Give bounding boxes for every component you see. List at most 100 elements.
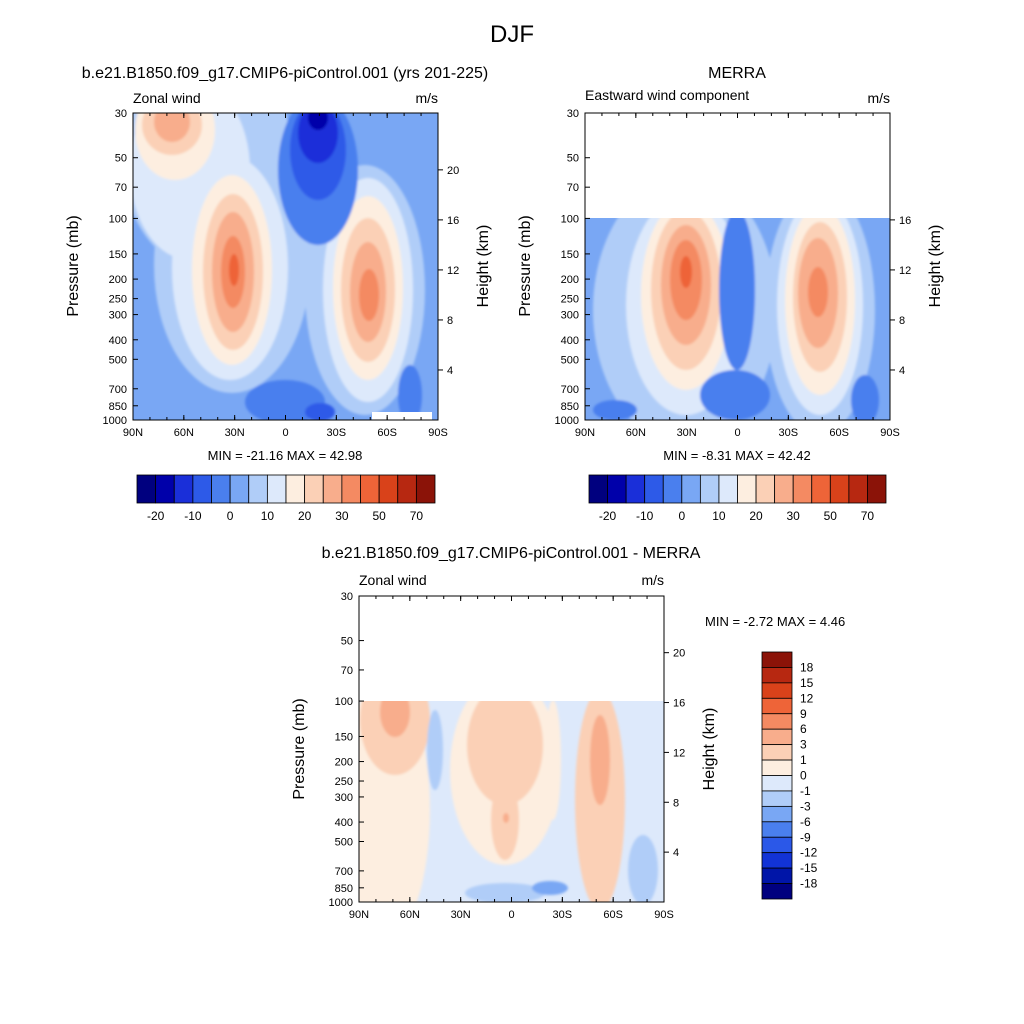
colorbar-swatch — [761, 728, 793, 746]
colorbar-swatch — [229, 474, 250, 504]
colorbar-label: 10 — [712, 509, 726, 523]
panel-diff-height-label: Height (km) — [701, 708, 718, 791]
colorbar-label: -20 — [599, 509, 617, 523]
colorbar-swatch — [718, 474, 738, 504]
field-contour — [503, 813, 509, 823]
colorbar-swatch — [761, 805, 793, 823]
height-tick-label: 4 — [673, 847, 679, 859]
panel-model-axes: 90N 60N 30N 0 30S 60S 90S 30 50 70 100 150 200 250 300… — [103, 108, 460, 439]
colorbar-swatch — [415, 474, 436, 504]
panel-obs-axes: 90N 60N 30N 0 30S 60S 90S 30 50 70 100 150 200 250 300… — [555, 108, 912, 439]
field-contour — [398, 365, 422, 420]
field-contour — [700, 370, 770, 420]
colorbar-label: 15 — [800, 676, 814, 690]
x-tick-label: 90S — [654, 909, 674, 921]
height-tick-label: 12 — [673, 747, 685, 759]
colorbar-swatch — [322, 474, 343, 504]
colorbar-label: -10 — [636, 509, 654, 523]
y-tick-label: 100 — [335, 696, 353, 708]
y-tick-label: 150 — [561, 249, 579, 261]
panel-obs-colorbar: -20 -10 0 10 20 30 50 70 — [588, 474, 887, 523]
colorbar-swatch — [304, 474, 324, 504]
colorbar-label: 30 — [787, 509, 801, 523]
colorbar-swatch — [774, 474, 794, 504]
colorbar-label: 18 — [800, 660, 814, 674]
y-tick-label: 500 — [335, 837, 353, 849]
y-tick-label: 70 — [567, 182, 579, 194]
panel-obs-y-label: Pressure (mb) — [517, 215, 534, 316]
y-tick-label: 30 — [115, 108, 127, 120]
panel-model: b.e21.B1850.f09_g17.CMIP6-piControl.001 … — [65, 65, 492, 523]
height-tick-label: 16 — [673, 698, 685, 710]
y-tick-label: 1000 — [329, 897, 353, 909]
field-contour — [628, 835, 658, 902]
colorbar-swatch — [248, 474, 268, 504]
colorbar-swatch — [397, 474, 417, 504]
colorbar-swatch — [867, 474, 887, 504]
colorbar-label: -1 — [800, 784, 811, 798]
panel-diff-title: b.e21.B1850.f09_g17.CMIP6-piControl.001 … — [322, 545, 701, 562]
height-tick-label: 20 — [673, 648, 685, 660]
panel-diff-stats: MIN = -2.72 MAX = 4.46 — [705, 614, 845, 629]
colorbar-swatch — [360, 474, 380, 504]
x-tick-label: 0 — [734, 427, 740, 439]
field-contour — [593, 400, 637, 420]
panel-obs-field — [585, 113, 890, 420]
x-tick-label: 0 — [282, 427, 288, 439]
colorbar-swatch — [761, 836, 793, 854]
y-tick-label: 250 — [335, 776, 353, 788]
x-tick-label: 30S — [779, 427, 799, 439]
field-contour — [427, 710, 443, 790]
x-tick-label: 90N — [349, 909, 369, 921]
height-tick-label: 8 — [447, 315, 453, 327]
colorbar-swatch — [761, 790, 793, 807]
panel-diff-y-label: Pressure (mb) — [291, 698, 308, 799]
field-contour — [308, 113, 328, 130]
height-tick-label: 12 — [447, 265, 459, 277]
colorbar-label: 12 — [800, 691, 814, 705]
field-contour — [808, 267, 828, 317]
x-tick-label: 30N — [451, 909, 471, 921]
panel-model-units-label: m/s — [415, 90, 438, 106]
y-tick-label: 30 — [341, 591, 353, 603]
y-tick-label: 300 — [561, 310, 579, 322]
height-tick-label: 8 — [899, 315, 905, 327]
colorbar-swatch — [755, 474, 776, 504]
colorbar-swatch — [811, 474, 831, 504]
field-contour — [545, 700, 561, 820]
colorbar-swatch — [761, 697, 793, 715]
colorbar-swatch — [848, 474, 868, 504]
colorbar-swatch — [155, 474, 175, 504]
x-tick-label: 60N — [174, 427, 194, 439]
y-tick-label: 200 — [561, 274, 579, 286]
panel-model-title: b.e21.B1850.f09_g17.CMIP6-piControl.001 … — [82, 65, 488, 82]
colorbar-swatch — [192, 474, 212, 504]
panel-diff-units-label: m/s — [641, 572, 664, 588]
colorbar-swatch — [266, 474, 287, 504]
panel-obs-stats: MIN = -8.31 MAX = 42.42 — [663, 448, 810, 463]
height-tick-label: 16 — [447, 215, 459, 227]
x-tick-label: 90N — [575, 427, 595, 439]
panel-diff-axes: 90N 60N 30N 0 30S 60S 90S 30 50 70 100 150 200 250 300… — [329, 591, 686, 921]
colorbar-swatch — [173, 474, 194, 504]
x-tick-label: 30S — [553, 909, 573, 921]
colorbar-swatch — [378, 474, 399, 504]
y-tick-label: 300 — [109, 310, 127, 322]
y-tick-label: 150 — [335, 731, 353, 743]
field-contour — [719, 210, 755, 370]
field-contour — [465, 883, 545, 902]
x-tick-label: 90S — [428, 427, 448, 439]
colorbar-label: -15 — [800, 861, 818, 875]
y-tick-label: 150 — [109, 249, 127, 261]
x-tick-label: 30N — [225, 427, 245, 439]
figure-title: DJF — [490, 21, 534, 48]
colorbar-swatch — [588, 474, 608, 504]
colorbar-label: 9 — [800, 707, 807, 721]
x-tick-label: 60N — [400, 909, 420, 921]
colorbar-swatch — [761, 821, 793, 838]
colorbar-label: -18 — [800, 877, 818, 891]
field-missing-area — [359, 596, 664, 701]
colorbar-swatch — [607, 474, 627, 504]
colorbar-swatch — [761, 759, 793, 776]
y-tick-label: 850 — [335, 883, 353, 895]
